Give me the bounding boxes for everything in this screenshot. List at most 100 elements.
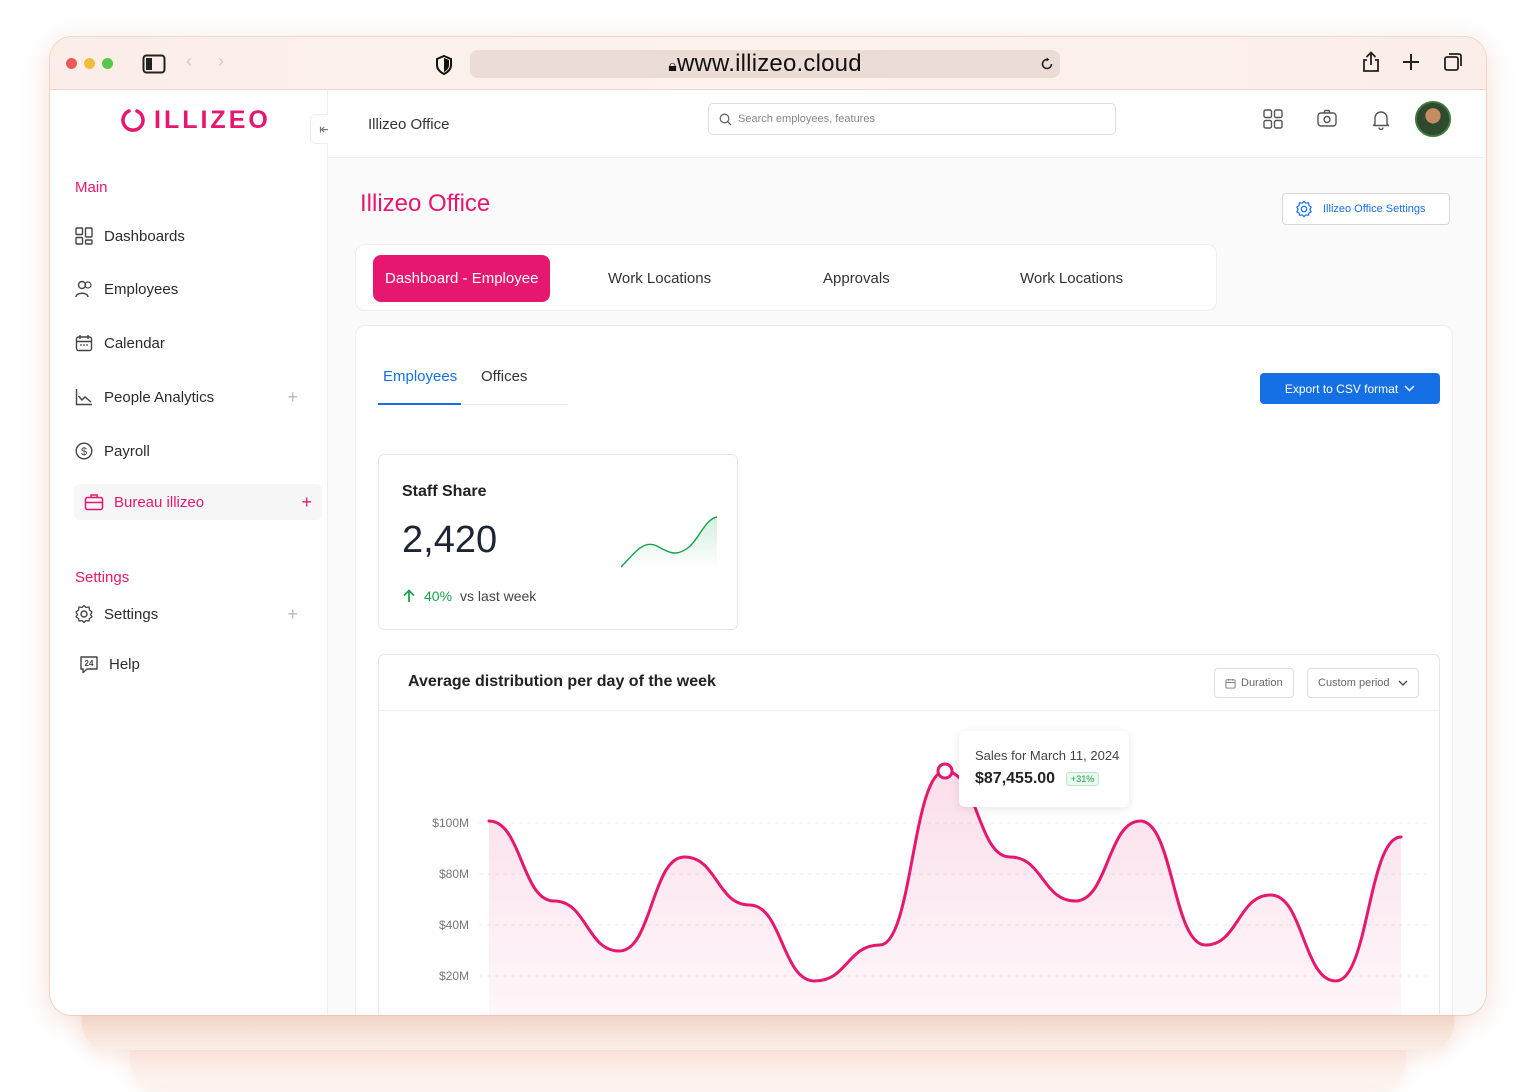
chevron-down-icon xyxy=(1404,385,1415,392)
y-tick-label: $40M xyxy=(439,918,469,932)
sidebar-item-label: Payroll xyxy=(104,442,150,460)
export-csv-label: Export to CSV format xyxy=(1284,381,1399,396)
staff-sparkline xyxy=(620,516,718,569)
dollar-icon: $ xyxy=(74,441,94,461)
office-settings-button[interactable]: Illizeo Office Settings xyxy=(1282,193,1450,225)
stat-delta-percent: 40% xyxy=(424,588,453,604)
sidebar-toggle-icon[interactable] xyxy=(142,54,166,74)
tab-work-locations[interactable]: Work Locations xyxy=(608,270,712,287)
top-bar: Illizeo Office xyxy=(328,90,1486,158)
tooltip-label: Sales for March 11, 2024 xyxy=(975,748,1120,763)
sidebar-item-employees[interactable]: Employees xyxy=(74,271,322,307)
stat-delta-label: vs last week xyxy=(460,588,537,604)
apps-grid-icon[interactable] xyxy=(1262,108,1284,130)
search-input[interactable] xyxy=(738,113,1098,125)
sidebar-item-label: Help xyxy=(109,655,140,673)
tabs-overview-icon[interactable] xyxy=(1443,52,1463,72)
page-tabs: Dashboard - Employee Work Locations Appr… xyxy=(355,244,1217,311)
reload-icon[interactable] xyxy=(1040,57,1054,71)
user-avatar[interactable] xyxy=(1415,101,1451,137)
calendar-icon xyxy=(1225,678,1236,689)
sidebar-item-people-analytics[interactable]: People Analytics + xyxy=(74,379,322,415)
maximize-window-button[interactable] xyxy=(102,58,113,69)
lock-icon: 🔒︎ xyxy=(668,58,677,75)
browser-window: ‹ › 🔒︎www.illizeo.cloud ILLIZEO ⇤ Main D… xyxy=(50,37,1486,1015)
highlight-point[interactable] xyxy=(936,762,954,780)
area-chart: $100M $80M $40M $20M xyxy=(432,762,1429,1015)
stat-title: Staff Share xyxy=(402,483,487,500)
staff-share-card: Staff Share 2,420 40% vs last week xyxy=(378,454,738,630)
camera-settings-icon[interactable] xyxy=(1316,108,1338,130)
expand-plus-icon[interactable]: + xyxy=(301,491,312,512)
back-arrow-icon[interactable]: ‹ xyxy=(186,51,192,71)
chevron-down-icon xyxy=(1398,680,1408,686)
breadcrumb: Illizeo Office xyxy=(368,116,450,133)
chart-line-icon xyxy=(74,387,94,407)
grid-icon xyxy=(74,226,94,246)
tab-dashboard-employee[interactable]: Dashboard - Employee xyxy=(373,255,551,302)
expand-plus-icon[interactable]: + xyxy=(287,603,298,624)
sidebar-item-settings[interactable]: Settings + xyxy=(74,596,322,632)
sidebar-item-help[interactable]: 24 Help xyxy=(79,646,327,682)
subtab-active-indicator xyxy=(378,403,461,405)
page-title: Illizeo Office xyxy=(360,190,491,217)
subtab-offices[interactable]: Offices xyxy=(481,368,528,385)
gear-icon xyxy=(1296,200,1312,218)
logo-text: ILLIZEO xyxy=(154,105,271,134)
y-tick-label: $80M xyxy=(439,867,469,881)
y-tick-label: $20M xyxy=(439,969,469,983)
main-section-label: Main xyxy=(75,179,108,196)
logo-ring-icon xyxy=(121,109,145,132)
stat-value: 2,420 xyxy=(402,519,498,561)
chart-header: Average distribution per day of the week… xyxy=(379,655,1439,711)
chart-tooltip: Sales for March 11, 2024 $87,455.00 +31% xyxy=(959,731,1129,807)
dashboard-card: Employees Offices Export to CSV format S… xyxy=(355,325,1453,1015)
sidebar-item-label: Calendar xyxy=(104,334,165,352)
sidebar-item-label: Settings xyxy=(104,605,159,623)
minimize-window-button[interactable] xyxy=(84,58,95,69)
bell-icon[interactable] xyxy=(1370,108,1392,130)
search-box[interactable] xyxy=(708,103,1116,135)
subtab-employees[interactable]: Employees xyxy=(383,368,458,385)
users-icon xyxy=(74,279,94,299)
tab-approvals[interactable]: Approvals xyxy=(823,270,890,287)
duration-button[interactable]: Duration xyxy=(1214,668,1294,698)
period-select[interactable]: Custom period xyxy=(1307,668,1419,698)
settings-section-label: Settings xyxy=(75,569,130,586)
sidebar-item-label: Employees xyxy=(104,280,179,298)
export-csv-button[interactable]: Export to CSV format xyxy=(1260,373,1440,404)
tab-work-locations-2[interactable]: Work Locations xyxy=(1020,270,1124,287)
sidebar-item-calendar[interactable]: Calendar xyxy=(74,325,322,361)
sidebar-item-bureau-illizeo[interactable]: Bureau illizeo + xyxy=(74,484,322,520)
browser-titlebar: ‹ › 🔒︎www.illizeo.cloud xyxy=(50,37,1486,90)
duration-label: Duration xyxy=(1241,677,1283,689)
main-content: Illizeo Office Illizeo Office Settings D… xyxy=(328,158,1486,1015)
distribution-chart-card: Average distribution per day of the week… xyxy=(378,654,1440,1015)
sidebar-item-payroll[interactable]: $ Payroll xyxy=(74,433,322,469)
sidebar-item-label: Bureau illizeo xyxy=(114,493,205,511)
period-select-value: Custom period xyxy=(1318,677,1390,689)
sidebar-item-dashboards[interactable]: Dashboards xyxy=(74,218,322,254)
office-settings-label: Illizeo Office Settings xyxy=(1323,203,1426,215)
y-tick-label: $100M xyxy=(432,816,469,830)
shield-icon[interactable] xyxy=(435,55,453,75)
share-icon[interactable] xyxy=(1362,51,1380,73)
illizeo-logo[interactable]: ILLIZEO xyxy=(120,104,271,136)
address-bar[interactable]: 🔒︎www.illizeo.cloud xyxy=(470,50,1060,78)
collapse-arrow-icon: ⇤ xyxy=(319,120,331,137)
forward-arrow-icon[interactable]: › xyxy=(218,51,224,71)
sidebar-item-label: Dashboards xyxy=(104,227,185,245)
close-window-button[interactable] xyxy=(66,58,77,69)
expand-plus-icon[interactable]: + xyxy=(287,386,298,407)
arrow-up-icon xyxy=(403,589,415,602)
subtab-divider xyxy=(378,404,568,405)
url-text: www.illizeo.cloud xyxy=(676,50,862,77)
calendar-icon xyxy=(74,333,94,353)
gear-icon xyxy=(74,604,94,624)
new-tab-icon[interactable] xyxy=(1402,53,1420,71)
sidebar-item-label: People Analytics xyxy=(104,388,215,406)
help-24-icon: 24 xyxy=(79,654,99,674)
tooltip-value: $87,455.00 xyxy=(975,770,1056,787)
tooltip-change-badge: +31% xyxy=(1066,772,1100,786)
briefcase-icon xyxy=(84,492,104,512)
